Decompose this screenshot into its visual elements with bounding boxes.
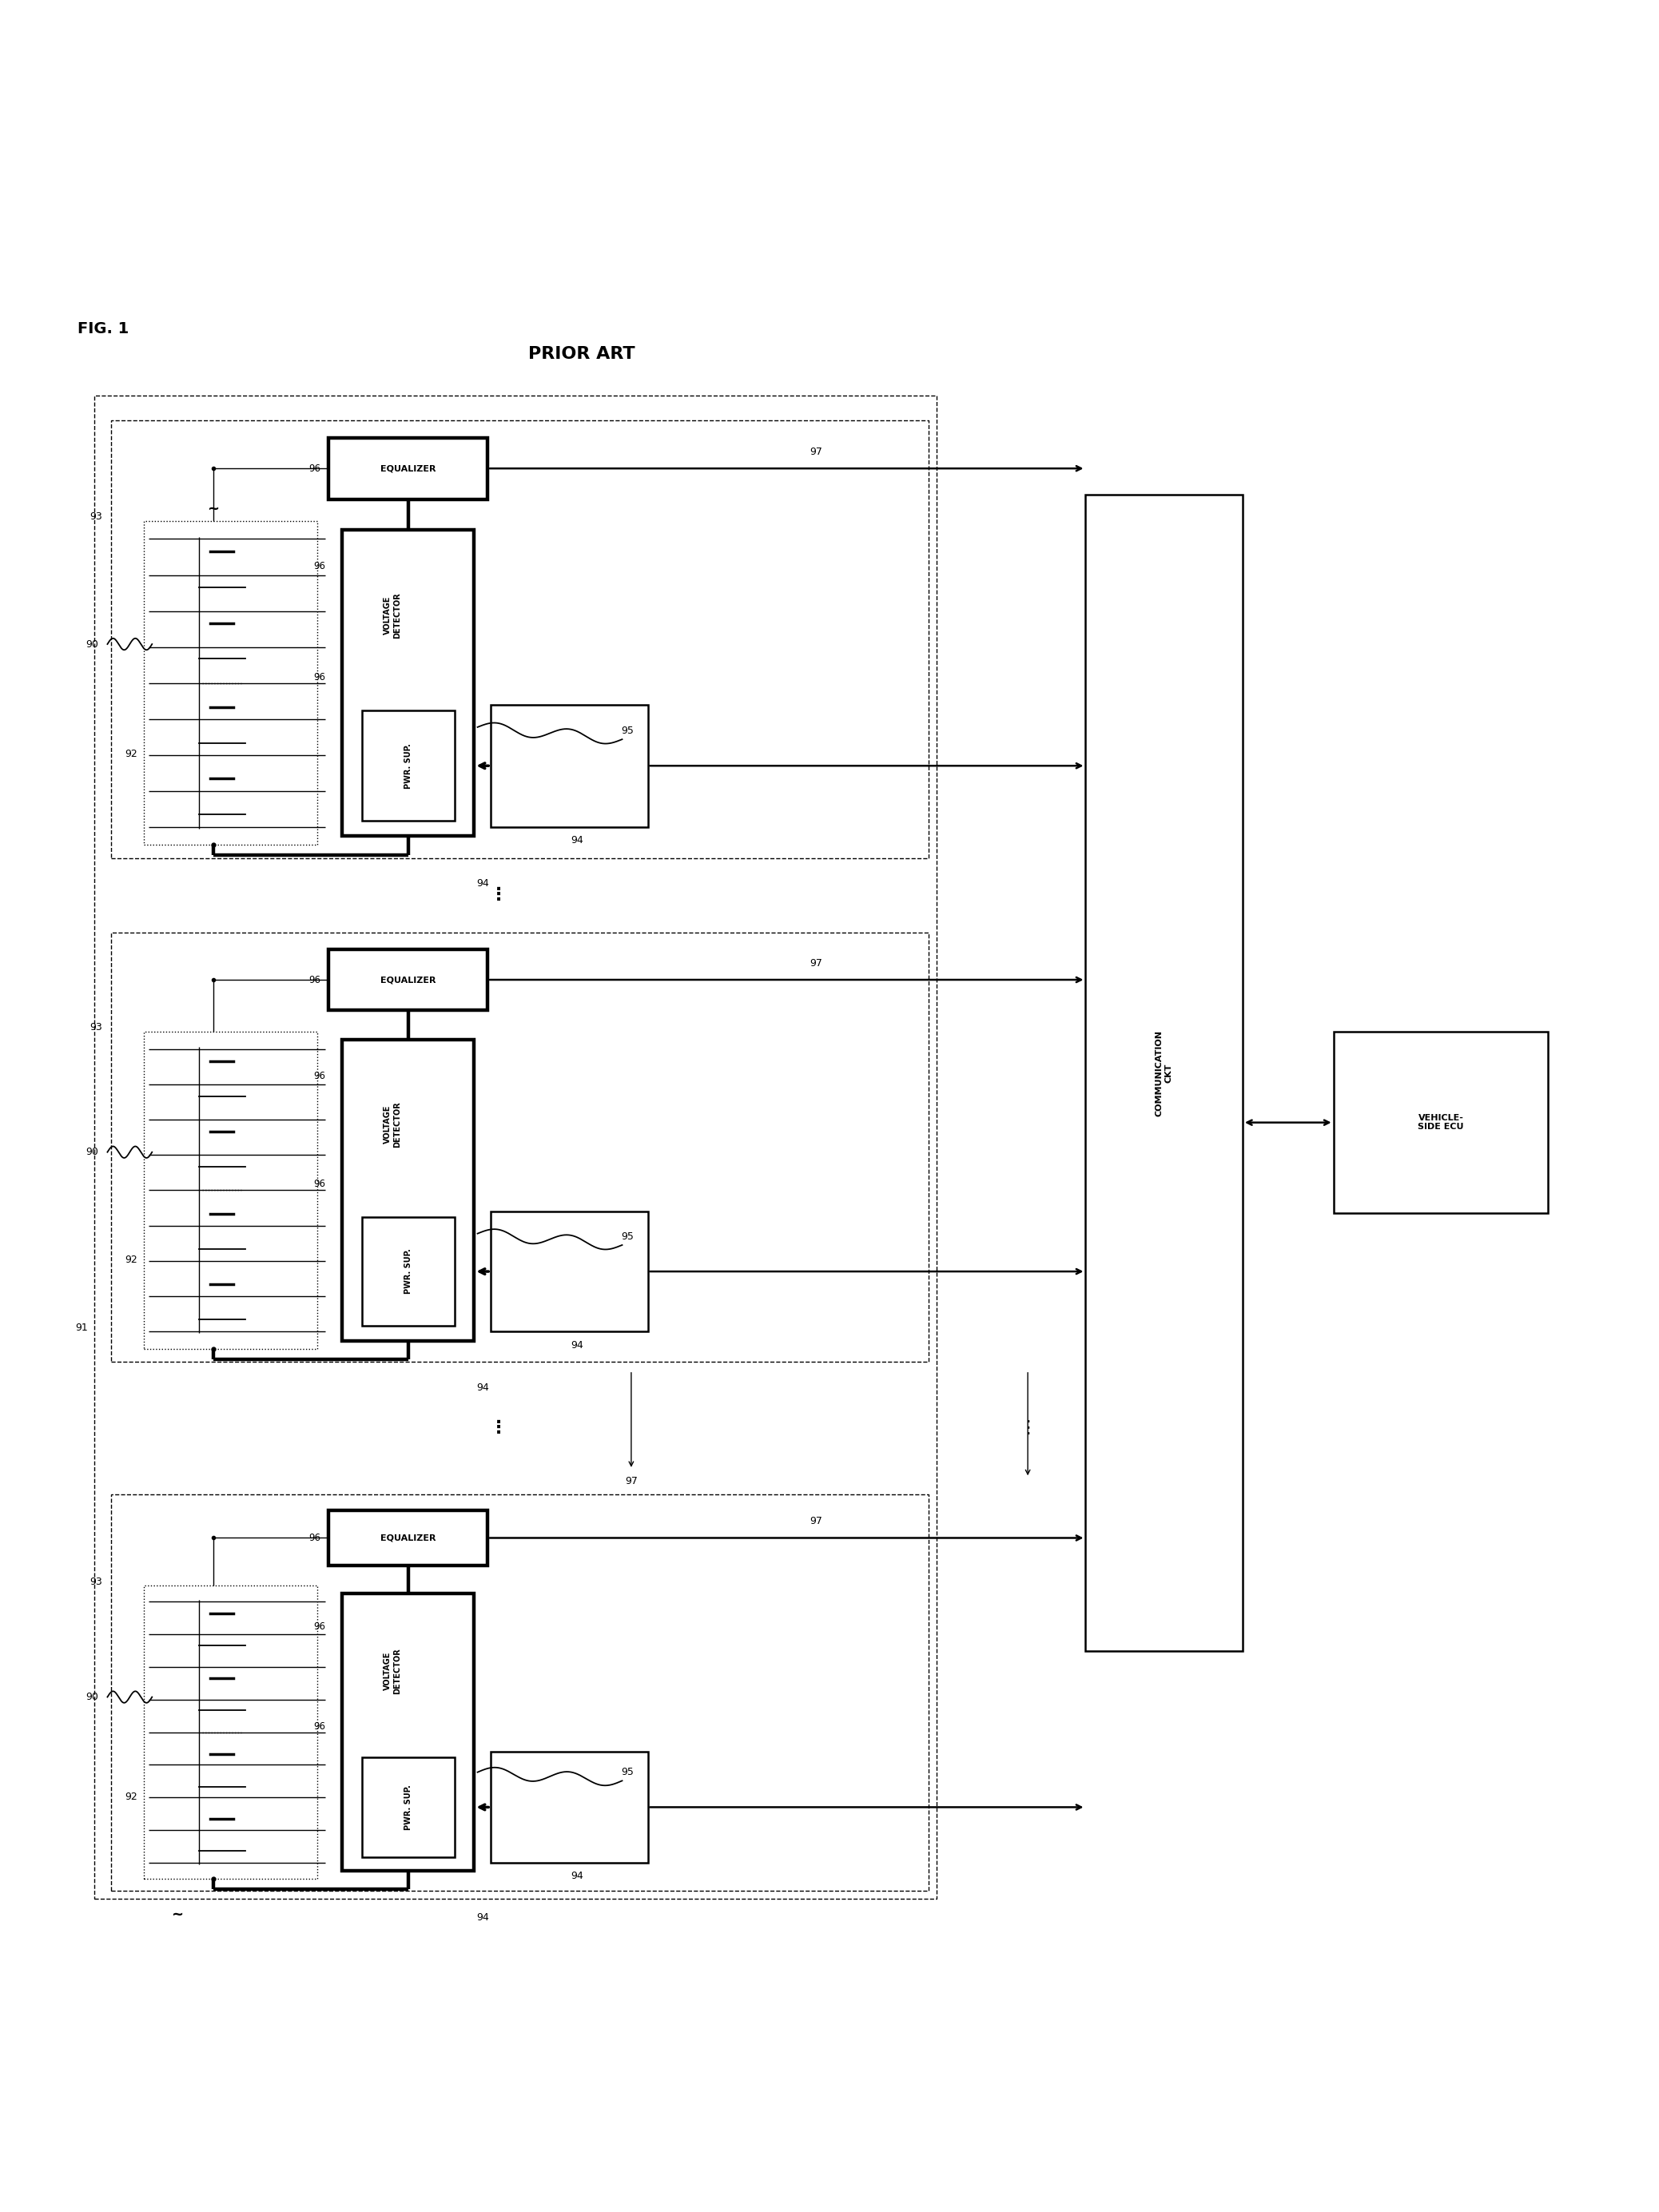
Text: ~: ~ [171, 1907, 182, 1922]
Text: 96: 96 [309, 462, 320, 473]
Bar [111, 1495, 929, 1891]
Text: ⋮: ⋮ [489, 887, 508, 902]
Bar [362, 710, 455, 821]
Text: PWR. SUP.: PWR. SUP. [405, 743, 411, 787]
Bar [1085, 495, 1243, 1652]
Text: 94: 94 [476, 878, 489, 889]
Text: EQUALIZER: EQUALIZER [380, 1533, 436, 1542]
Text: ~: ~ [207, 502, 219, 515]
Text: VOLTAGE
DETECTOR: VOLTAGE DETECTOR [383, 593, 401, 639]
Text: PWR. SUP.: PWR. SUP. [405, 1785, 411, 1829]
Text: 94: 94 [476, 1911, 489, 1922]
Text: EQUALIZER: EQUALIZER [380, 465, 436, 473]
Text: 97: 97 [810, 958, 823, 969]
Bar [111, 933, 929, 1363]
Text: VEHICLE-
SIDE ECU: VEHICLE- SIDE ECU [1418, 1115, 1463, 1130]
Text: 95: 95 [620, 726, 634, 737]
Bar [111, 420, 929, 858]
Bar [491, 703, 647, 827]
Text: 93: 93 [90, 511, 103, 522]
Bar [491, 1752, 647, 1863]
Text: 96: 96 [309, 1533, 320, 1544]
Bar [95, 396, 937, 1900]
Text: 96: 96 [314, 672, 325, 681]
Text: 96: 96 [314, 562, 325, 571]
Bar [328, 1511, 488, 1566]
Text: VOLTAGE
DETECTOR: VOLTAGE DETECTOR [383, 1648, 401, 1694]
Text: 91: 91 [75, 1323, 88, 1334]
Text: 95: 95 [620, 1767, 634, 1778]
Text: 92: 92 [124, 1254, 138, 1265]
Text: 93: 93 [90, 1022, 103, 1033]
Text: 90: 90 [86, 1692, 98, 1703]
Text: 96: 96 [314, 1721, 325, 1732]
Bar [342, 1040, 474, 1340]
Text: PWR. SUP.: PWR. SUP. [405, 1250, 411, 1294]
Bar [342, 529, 474, 836]
Text: 94: 94 [571, 1340, 584, 1349]
Text: FIG. 1: FIG. 1 [78, 321, 129, 336]
Text: 96: 96 [314, 1179, 325, 1190]
Text: 93: 93 [90, 1577, 103, 1586]
Bar [144, 1031, 317, 1349]
Text: 94: 94 [571, 836, 584, 845]
Text: 97: 97 [810, 447, 823, 458]
Text: PRIOR ART: PRIOR ART [528, 345, 635, 363]
Text: VOLTAGE
DETECTOR: VOLTAGE DETECTOR [383, 1102, 401, 1148]
Bar [342, 1593, 474, 1871]
Text: ⋮: ⋮ [489, 1420, 508, 1436]
Bar [144, 522, 317, 845]
Text: 90: 90 [86, 1148, 98, 1157]
Bar [362, 1217, 455, 1325]
Text: 96: 96 [314, 1621, 325, 1632]
Text: 97: 97 [625, 1475, 637, 1486]
Text: 96: 96 [314, 1071, 325, 1082]
Text: 96: 96 [309, 975, 320, 984]
Text: COMMUNICATION
CKT: COMMUNICATION CKT [1155, 1031, 1173, 1117]
Bar [362, 1756, 455, 1858]
Text: 92: 92 [124, 1792, 138, 1803]
Text: 95: 95 [620, 1232, 634, 1241]
Text: 90: 90 [86, 639, 98, 650]
Bar [491, 1212, 647, 1332]
Bar [328, 949, 488, 1011]
Bar [144, 1586, 317, 1878]
Bar [328, 438, 488, 500]
Bar [1334, 1031, 1548, 1214]
Text: 92: 92 [124, 750, 138, 759]
Text: 97: 97 [810, 1515, 823, 1526]
Text: EQUALIZER: EQUALIZER [380, 975, 436, 984]
Text: 94: 94 [571, 1871, 584, 1882]
Text: 94: 94 [476, 1382, 489, 1394]
Text: ⋮: ⋮ [1019, 1420, 1037, 1436]
